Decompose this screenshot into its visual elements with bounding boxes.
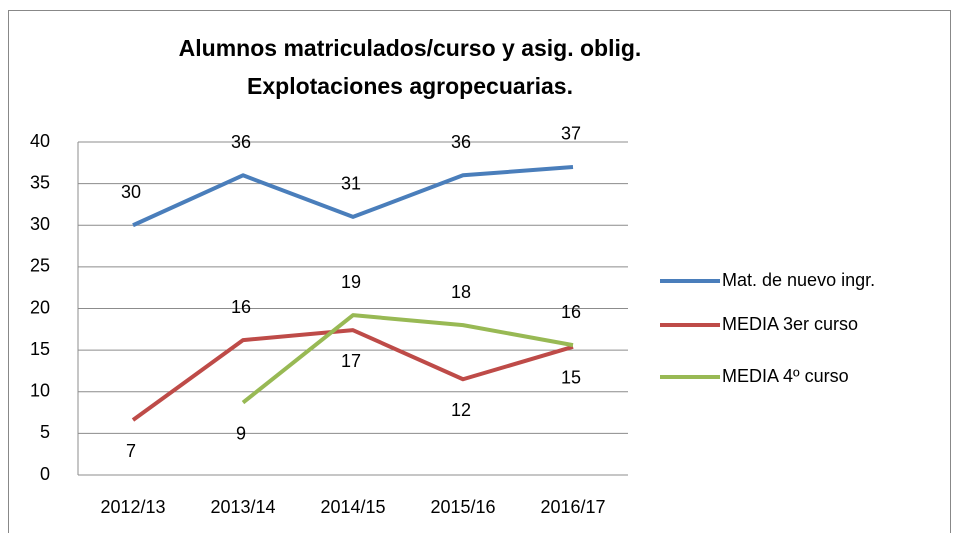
x-tick-label: 2013/14 (210, 497, 275, 517)
x-tick-label: 2014/15 (320, 497, 385, 517)
y-tick-label: 40 (30, 131, 50, 151)
data-label: 31 (341, 174, 361, 194)
y-tick-label: 0 (40, 464, 50, 484)
legend-label: MEDIA 3er curso (722, 314, 858, 334)
data-line (132, 164, 574, 228)
y-tick-label: 10 (30, 381, 50, 401)
data-label: 12 (451, 400, 471, 420)
data-label: 37 (561, 124, 581, 144)
y-tick-label: 25 (30, 256, 50, 276)
legend-label: Mat. de nuevo ingr. (722, 270, 875, 290)
data-label: 36 (231, 132, 251, 152)
chart-frame (8, 10, 951, 533)
y-tick-label: 20 (30, 297, 50, 317)
data-line (241, 313, 574, 405)
chart-title: Alumnos matriculados/curso y asig. oblig… (179, 35, 642, 61)
chart-title: Explotaciones agropecuarias. (247, 73, 573, 99)
y-tick-label: 5 (40, 422, 50, 442)
legend-label: MEDIA 4º curso (722, 366, 849, 386)
data-label: 16 (231, 297, 251, 317)
x-tick-label: 2012/13 (100, 497, 165, 517)
y-tick-label: 35 (30, 172, 50, 192)
data-line (131, 328, 574, 422)
y-tick-label: 15 (30, 339, 50, 359)
data-label: 15 (561, 368, 581, 388)
data-label: 30 (121, 182, 141, 202)
data-label: 36 (451, 132, 471, 152)
data-label: 19 (341, 272, 361, 292)
y-tick-label: 30 (30, 214, 50, 234)
data-label: 18 (451, 282, 471, 302)
data-label: 9 (236, 423, 246, 443)
x-tick-label: 2015/16 (430, 497, 495, 517)
data-label: 17 (341, 351, 361, 371)
data-label: 16 (561, 302, 581, 322)
data-label: 7 (126, 441, 136, 461)
x-tick-label: 2016/17 (540, 497, 605, 517)
